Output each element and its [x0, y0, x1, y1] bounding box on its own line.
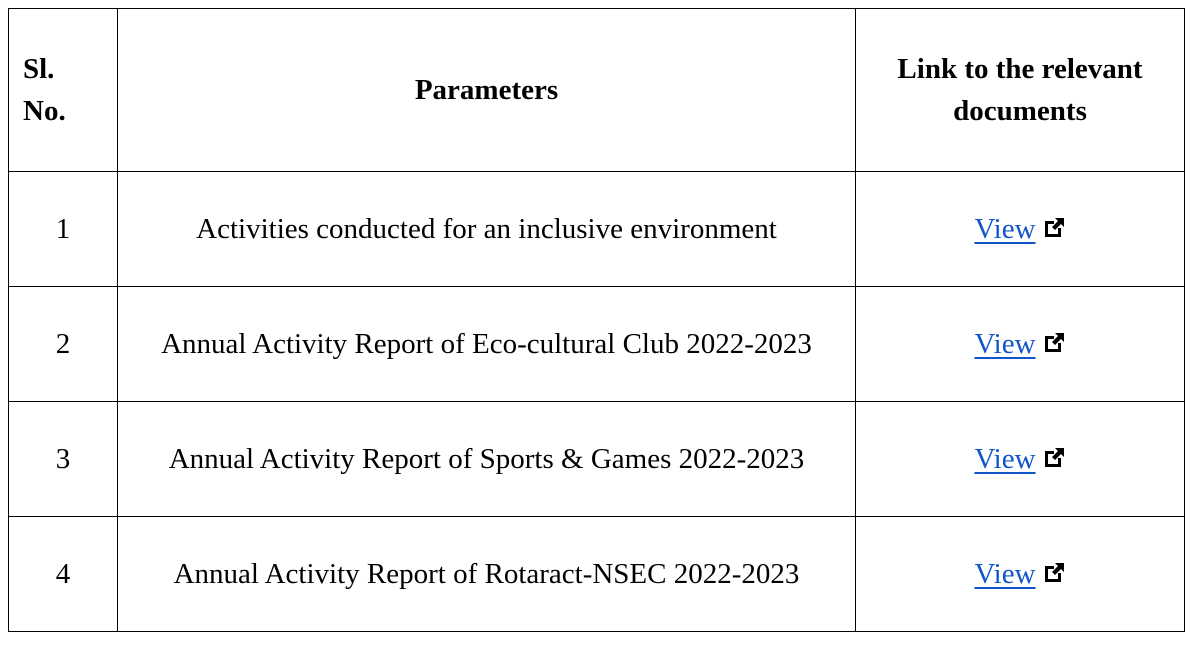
link-text: View — [974, 443, 1036, 475]
table-row: 2 Annual Activity Report of Eco-cultural … — [8, 286, 1185, 402]
table-cell: View — [855, 516, 1185, 632]
table-cell: Annual Activity Report of Eco-cultural C… — [117, 286, 856, 402]
table-body: 1 Activities conducted for an inclusive e… — [8, 171, 1185, 632]
external-link-icon — [1044, 448, 1064, 467]
document-table: Sl. No. Parameters Link to the relevant … — [8, 8, 1185, 632]
header-cell: Parameters — [117, 8, 856, 172]
table-row: 3 Annual Activity Report of Sports & Game… — [8, 401, 1185, 517]
header-cell: Link to the relevant documents — [855, 8, 1185, 172]
table-cell: 1 — [8, 171, 118, 287]
view-link[interactable]: View — [974, 213, 1065, 245]
table-cell: 2 — [8, 286, 118, 402]
table-cell: View — [855, 401, 1185, 517]
header-row: Sl. No. Parameters Link to the relevant … — [8, 8, 1185, 172]
table-cell: 4 — [8, 516, 118, 632]
table-cell: Annual Activity Report of Sports & Games… — [117, 401, 856, 517]
external-link-icon — [1044, 563, 1064, 582]
link-text: View — [974, 558, 1036, 590]
view-link[interactable]: View — [974, 443, 1065, 475]
header-cell: Sl. No. — [8, 8, 118, 172]
table-cell: View — [855, 171, 1185, 287]
external-link-icon — [1044, 333, 1064, 352]
table-cell: View — [855, 286, 1185, 402]
table-cell: Annual Activity Report of Rotaract-NSEC … — [117, 516, 856, 632]
table-cell: 3 — [8, 401, 118, 517]
table-row: 1 Activities conducted for an inclusive e… — [8, 171, 1185, 287]
view-link[interactable]: View — [974, 328, 1065, 360]
view-link[interactable]: View — [974, 558, 1065, 590]
link-text: View — [974, 213, 1036, 245]
table-row: 4 Annual Activity Report of Rotaract-NSEC… — [8, 516, 1185, 632]
table-cell: Activities conducted for an inclusive en… — [117, 171, 856, 287]
external-link-icon — [1044, 218, 1064, 237]
link-text: View — [974, 328, 1036, 360]
